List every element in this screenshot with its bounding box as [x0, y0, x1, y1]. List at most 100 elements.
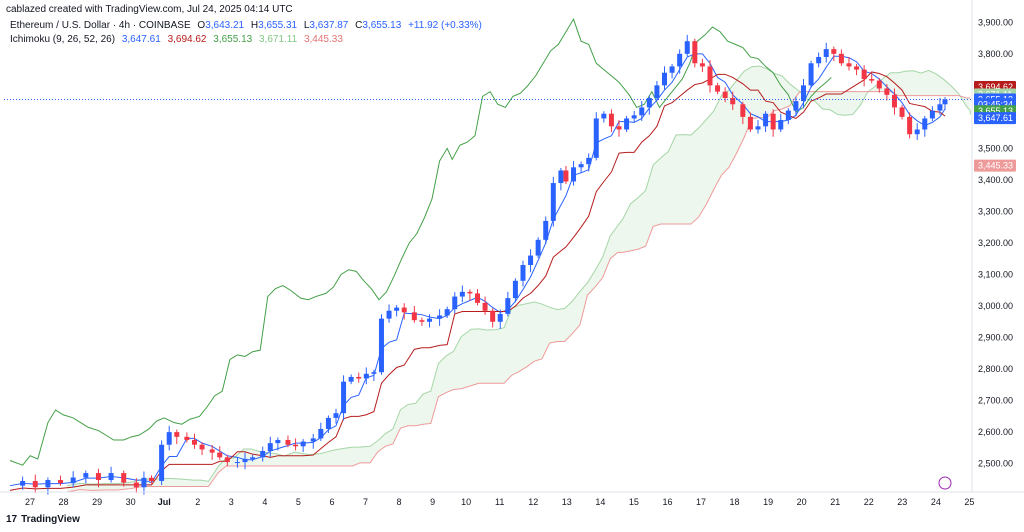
candle-body [394, 307, 400, 311]
candle-body [586, 157, 592, 165]
candle-body [411, 312, 417, 321]
candle-body [497, 313, 503, 322]
candle-body [831, 49, 837, 54]
ichimoku-span-b-value: 3,445.33 [303, 34, 343, 45]
y-tick-label: 2,500.00 [978, 459, 1013, 469]
price-tag-label: 3,445.33 [978, 161, 1013, 171]
candle-body [174, 432, 180, 437]
x-tick-label: 25 [964, 497, 974, 507]
ichimoku-kijun-line [9, 71, 946, 491]
y-tick-label: 2,600.00 [978, 427, 1013, 437]
ichimoku-chikou-value: 3,655.13 [213, 34, 253, 45]
candle-body [922, 118, 928, 130]
y-tick-label: 3,200.00 [978, 238, 1013, 248]
ichimoku-legend[interactable]: Ichimoku (9, 26, 52, 26) 3,647.61 3,694.… [10, 34, 343, 45]
candle-body [242, 458, 248, 463]
ichimoku-chikou-line [9, 17, 832, 466]
low-label: L [303, 20, 310, 31]
candle-body [563, 170, 569, 182]
ichimoku-cloud [66, 65, 971, 493]
candle-body [95, 473, 101, 481]
chart-misc [4, 98, 972, 490]
candles [20, 34, 948, 495]
candle-body [785, 110, 791, 121]
candle-body [740, 104, 746, 117]
x-tick-label: 16 [662, 497, 672, 507]
candle-body [512, 280, 518, 299]
tradingview-brand[interactable]: TradingView [21, 514, 80, 525]
x-tick-label: 30 [126, 497, 136, 507]
x-tick-label: 17 [696, 497, 706, 507]
price-tag-label: 03:45:34 [978, 99, 1013, 109]
candle-body [459, 291, 465, 297]
candle-body [108, 473, 114, 481]
candle-body [378, 318, 384, 373]
x-tick-label: Jul [158, 497, 171, 507]
symbol-legend[interactable]: Ethereum / U.S. Dollar · 4h · COINBASE O… [10, 20, 482, 31]
candle-body [260, 451, 266, 458]
price-tag-label: 3,647.61 [978, 113, 1013, 123]
x-tick-label: 19 [763, 497, 773, 507]
candle-body [348, 376, 354, 382]
close-label: C [355, 20, 363, 31]
candle-body [929, 110, 935, 119]
close-value: 3,655.13 [362, 20, 402, 31]
tradingview-footer[interactable]: 17 TradingView [6, 514, 80, 525]
x-tick-label: 8 [397, 497, 402, 507]
candle-body [209, 449, 215, 453]
price-tag-box [974, 112, 1016, 125]
candle-body [310, 438, 316, 442]
candle-body [83, 473, 89, 478]
candle-body [884, 88, 890, 95]
candle-body [401, 307, 407, 313]
candle-body [677, 53, 683, 67]
candle-body [217, 452, 223, 458]
candle-body [520, 265, 526, 281]
x-tick-label: 14 [595, 497, 605, 507]
y-tick-label: 3,000.00 [978, 301, 1013, 311]
x-tick-label: 20 [797, 497, 807, 507]
candle-body [838, 53, 844, 64]
ichimoku-span-a-line [66, 65, 971, 487]
candle-body [891, 94, 897, 108]
candle-body [715, 85, 721, 92]
x-tick-label: 21 [830, 497, 840, 507]
y-tick-label: 3,300.00 [978, 206, 1013, 216]
ichimoku-kijun-value: 3,694.62 [167, 34, 207, 45]
candle-body [747, 116, 753, 130]
candle-body [191, 439, 197, 445]
x-tick-label: 15 [629, 497, 639, 507]
ichimoku-label[interactable]: Ichimoku (9, 26, 52, 26) [10, 34, 116, 45]
candle-body [770, 113, 776, 130]
symbol-name[interactable]: Ethereum / U.S. Dollar · 4h · COINBASE [10, 20, 191, 31]
candle-body [437, 315, 443, 319]
x-tick-label: 9 [430, 497, 435, 507]
candle-body [914, 129, 920, 135]
candle-body [386, 310, 392, 319]
candle-body [601, 113, 607, 119]
candle-body [528, 255, 534, 266]
candle-body [869, 79, 875, 81]
candle-body [356, 376, 362, 379]
y-tick-label: 3,900.00 [978, 17, 1013, 27]
candle-body [800, 85, 806, 102]
candle-body [854, 66, 860, 70]
candle-body [730, 97, 736, 105]
change-value: +11.92 (+0.33%) [408, 20, 482, 31]
x-tick-label: 23 [897, 497, 907, 507]
x-tick-label: 7 [363, 497, 368, 507]
tradingview-logo-icon: 17 [6, 514, 18, 525]
candle-body [624, 118, 630, 130]
y-tick-label: 3,500.00 [978, 143, 1013, 153]
high-label: H [250, 20, 259, 31]
candle-body [318, 428, 324, 439]
candle-body [70, 477, 76, 484]
candle-body [250, 457, 256, 459]
candle-body [224, 457, 230, 463]
candle-body [184, 436, 190, 440]
candle-body [662, 72, 667, 86]
candle-body [419, 320, 425, 322]
candle-body [426, 318, 432, 322]
candle-body [639, 107, 645, 116]
